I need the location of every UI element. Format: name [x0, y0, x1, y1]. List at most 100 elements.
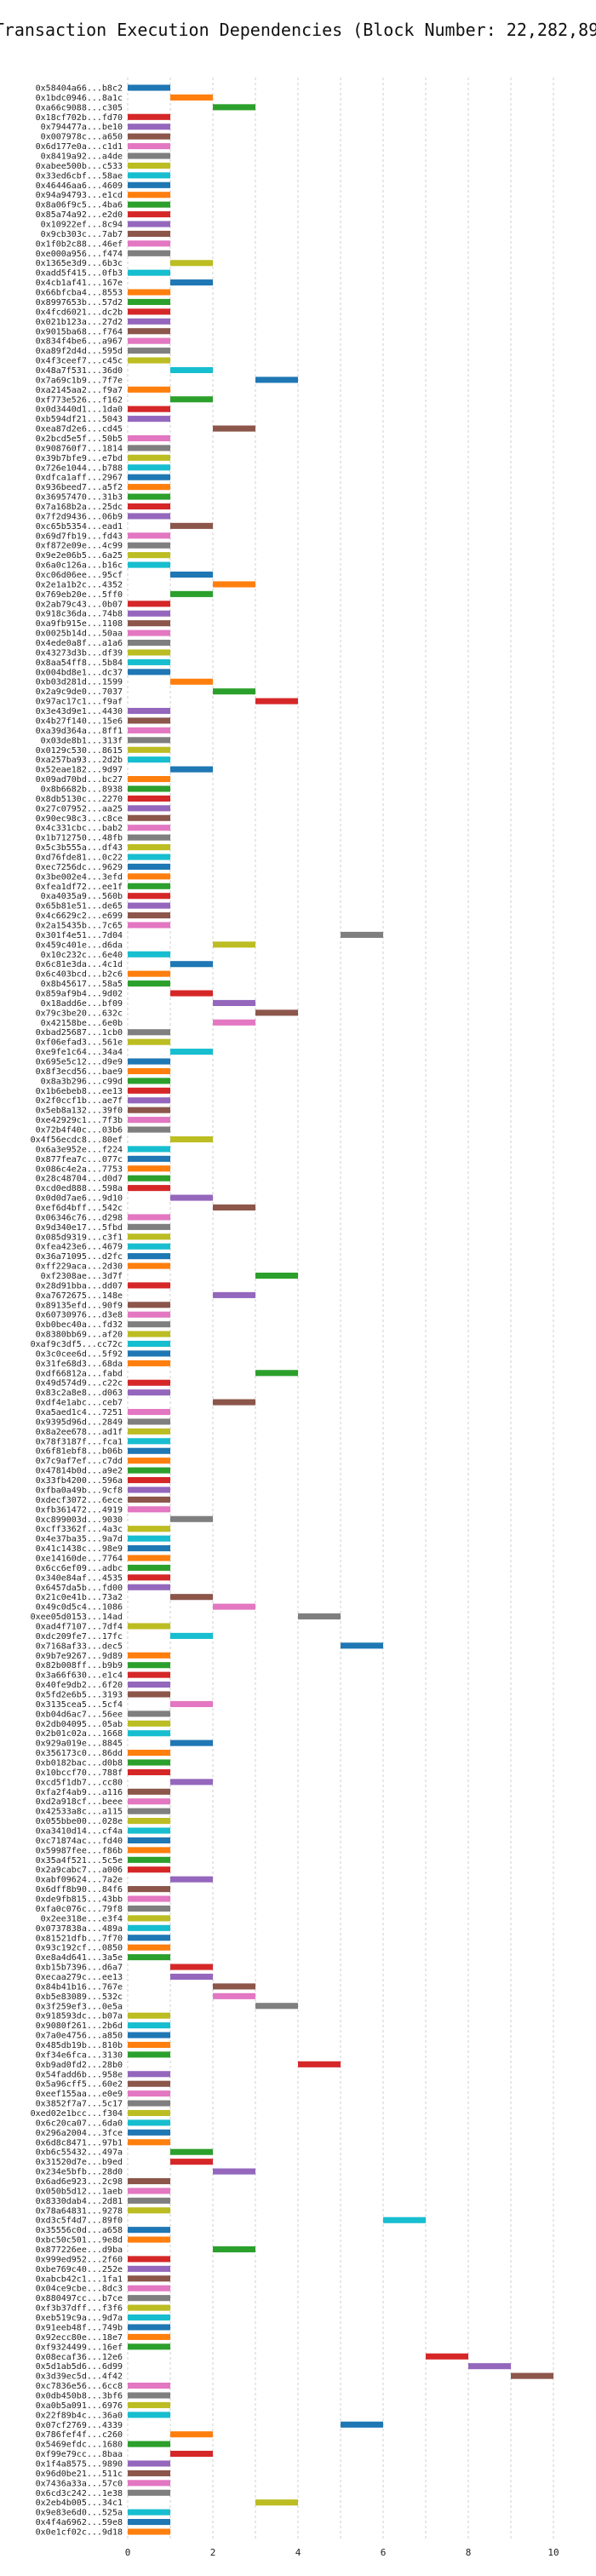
dependency-bar — [128, 181, 170, 188]
bar-label: 0xf06efad3...561e — [36, 1038, 123, 1048]
bar-label: 0xb6c55432...497a — [36, 2148, 123, 2158]
dependency-bar — [128, 2256, 170, 2263]
dependency-bar — [128, 221, 170, 227]
dependency-bar — [128, 493, 170, 500]
dependency-bar — [128, 152, 170, 159]
bar-label: 0x301f4e51...7d04 — [36, 931, 123, 940]
x-tick-label: 10 — [547, 2547, 559, 2558]
dependency-bar — [128, 756, 170, 763]
dependency-bar — [128, 348, 170, 354]
dependency-bar — [128, 2012, 170, 2019]
dependency-bar — [170, 366, 213, 374]
dependency-bar — [128, 922, 170, 929]
bar-label: 0xabf09624...7a2e — [36, 1876, 123, 1885]
dependency-bar — [128, 1652, 170, 1659]
dependency-bar — [128, 318, 170, 325]
bar-label: 0x459c401e...d6da — [36, 940, 123, 950]
dependency-bar — [128, 737, 170, 744]
bar-label: 0x4f3ceef7...c45c — [36, 357, 123, 366]
dependency-bar — [128, 503, 170, 510]
bar-label: 0x234e5bfb...28d0 — [36, 2168, 123, 2177]
bar-label: 0x877fea7c...077c — [36, 1155, 123, 1164]
x-tick-label: 4 — [295, 2547, 301, 2558]
dependency-bar — [128, 717, 170, 724]
bar-label: 0xa5aed1c4...7251 — [36, 1408, 123, 1417]
bar-label: 0x936beed7...a5f2 — [36, 483, 123, 492]
dependency-bar — [170, 766, 213, 773]
dependency-bar — [128, 1827, 170, 1834]
bar-label: 0x8b45617...58a5 — [41, 980, 123, 989]
bar-label: 0xf34e6fca...3130 — [36, 2050, 123, 2060]
dependency-bar — [298, 1613, 341, 1620]
dependency-bar — [128, 2470, 170, 2476]
bar-label: 0x9e83e6d0...525a — [36, 2509, 123, 2518]
dependency-bar — [128, 1954, 170, 1961]
dependency-bar — [128, 951, 170, 957]
dependency-bar — [128, 1691, 170, 1698]
dependency-bar — [128, 2343, 170, 2350]
dependency-bar — [128, 532, 170, 539]
dependency-bar — [128, 2080, 170, 2087]
bar-label: 0x1f0b2c88...46ef — [36, 239, 123, 249]
dependency-bar — [128, 902, 170, 909]
dependency-bar — [213, 2168, 255, 2175]
dependency-bar — [170, 2431, 213, 2438]
dependency-bar — [128, 445, 170, 451]
bar-label: 0x3a66f630...e1c4 — [36, 1671, 123, 1681]
bar-label: 0x8380bb69...af20 — [36, 1331, 123, 1340]
y-axis-labels: 0x58404a66...b8c20x1bdc0946...8a1c0xa66c… — [31, 84, 123, 2538]
dependency-bar — [128, 1759, 170, 1766]
bar-label: 0x6457da5b...fd00 — [36, 1584, 123, 1593]
dependency-bar — [128, 269, 170, 276]
dependency-bar — [170, 961, 213, 968]
bar-label: 0xb03d281d...1599 — [36, 678, 123, 687]
bar-label: 0x7436a33a...57c0 — [36, 2479, 123, 2488]
bar-label: 0x33ed6cbf...58ae — [36, 171, 123, 181]
dependency-bar — [128, 201, 170, 208]
dependency-bar — [128, 484, 170, 491]
bar-label: 0x07cf2769...4339 — [36, 2421, 123, 2430]
bar-label: 0xfea1df72...ee1f — [36, 883, 123, 892]
dependency-bar — [128, 2285, 170, 2291]
dependency-bar — [170, 2159, 213, 2165]
x-tick-label: 0 — [125, 2547, 131, 2558]
bar-label: 0x6f81ebf8...b06b — [36, 1447, 123, 1457]
bar-label: 0x8b6682b...8938 — [41, 785, 123, 794]
dependency-bar — [128, 1253, 170, 1260]
dependency-bar — [128, 707, 170, 715]
bar-label: 0x0d0d7ae6...9d10 — [36, 1194, 123, 1204]
dependency-bar — [128, 1866, 170, 1873]
dependency-bar — [128, 1768, 170, 1775]
bar-label: 0xadd5f415...0fb3 — [36, 269, 123, 279]
dependency-bar — [213, 2245, 255, 2253]
dependency-bar — [128, 357, 170, 364]
dependency-bar — [128, 1584, 170, 1590]
bar-label: 0xcd0ed888...598a — [36, 1184, 123, 1193]
bar-label: 0x10bccf70...788f — [36, 1768, 123, 1778]
bar-label: 0xcd5f1db7...cc80 — [36, 1778, 123, 1787]
dependency-bar — [128, 1662, 170, 1669]
bar-label: 0x859af9b4...9d02 — [36, 990, 123, 999]
bar-label: 0xb15b7396...d6a7 — [36, 1964, 123, 1973]
dependency-bar — [128, 1526, 170, 1532]
dependency-bar — [128, 308, 170, 315]
bar-label: 0xea87d2e6...cd45 — [36, 425, 123, 434]
bar-label: 0xed02e1bcc...f304 — [31, 2109, 123, 2119]
dependency-bar — [128, 610, 170, 617]
bar-label: 0xbc50c501...9e8d — [36, 2236, 123, 2245]
bar-label: 0x49c0d5c4...1086 — [36, 1603, 123, 1613]
bar-label: 0x918593dc...b07a — [36, 2012, 123, 2021]
dependency-bar — [128, 2100, 170, 2107]
dependency-bar — [213, 1291, 255, 1298]
bar-label: 0x92ecc80e...18e7 — [36, 2333, 123, 2343]
dependency-bar — [128, 2188, 170, 2194]
bar-label: 0xa9fb915e...1108 — [36, 619, 123, 629]
dependency-bar — [341, 1642, 383, 1649]
bar-label: 0xef6d4bff...542c — [36, 1204, 123, 1213]
bar-label: 0xde9fb815...43bb — [36, 1895, 123, 1905]
dependency-bar — [128, 2051, 170, 2058]
bar-label: 0x8997653b...57d2 — [36, 298, 123, 308]
dependency-bar — [128, 795, 170, 802]
dependency-bar — [128, 854, 170, 860]
dependency-bar — [128, 1408, 170, 1416]
